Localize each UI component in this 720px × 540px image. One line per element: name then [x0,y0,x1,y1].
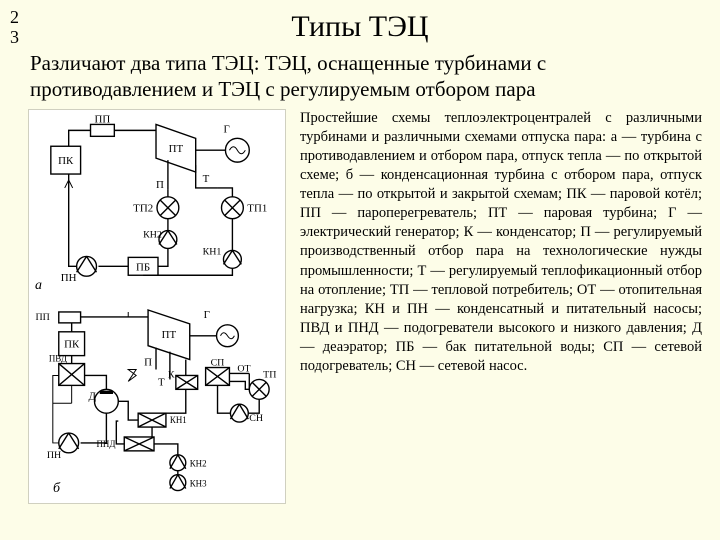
label-t-b: Т [158,376,165,388]
diagram-column: а б ПК ПП ПТ [28,109,290,504]
label-t-a: Т [203,172,210,184]
diagram-label-b: б [53,481,60,497]
label-sp-b: СП [211,357,225,368]
label-tp1-a: ТП1 [247,202,267,214]
page-title: Типы ТЭЦ [0,0,720,44]
label-p-a: П [156,178,164,190]
schematic-svg: ПК ПП ПТ Г [29,110,285,503]
label-tp-b: ТП [263,369,276,380]
diagram-label-a: а [35,278,42,294]
label-pb-a: ПБ [136,261,150,273]
label-g-b: Г [204,308,210,320]
label-kn1-b: КН1 [170,415,187,425]
page-number-line2: 3 [10,27,19,47]
label-pk-b: ПК [64,338,80,350]
label-p-b: П [144,356,152,368]
label-tp2-a: ТП2 [133,202,153,214]
label-pn-a: ПН [61,272,77,284]
label-kn3-b: КН3 [190,478,207,488]
label-pp-a: ПП [95,113,111,125]
subtitle: Различают два типа ТЭЦ: ТЭЦ, оснащенные … [0,44,720,107]
page-number: 2 3 [10,8,19,48]
label-pt-a: ПТ [169,143,184,155]
label-sn-b: СН [249,413,263,424]
label-pk-a: ПК [58,155,74,167]
content-row: а б ПК ПП ПТ [0,107,720,504]
label-pp-b: ПП [36,311,50,322]
label-kn2-b: КН2 [190,458,207,468]
label-pnd-b: ПНД [96,438,115,448]
body-text: Простейшие схемы теплоэлектроцентралей с… [290,109,702,504]
label-g-a: Г [223,123,229,135]
label-k-b: К [168,369,175,380]
label-pvd-b: ПВД [49,353,67,363]
label-pn-b: ПН [47,449,61,460]
page-number-line1: 2 [10,7,19,27]
label-kn2-a: КН2 [143,229,162,240]
label-d-b: Д [89,390,97,402]
label-pt-b: ПТ [162,328,177,340]
label-kn1-a: КН1 [203,246,222,257]
diagram-container: а б ПК ПП ПТ [28,109,286,504]
